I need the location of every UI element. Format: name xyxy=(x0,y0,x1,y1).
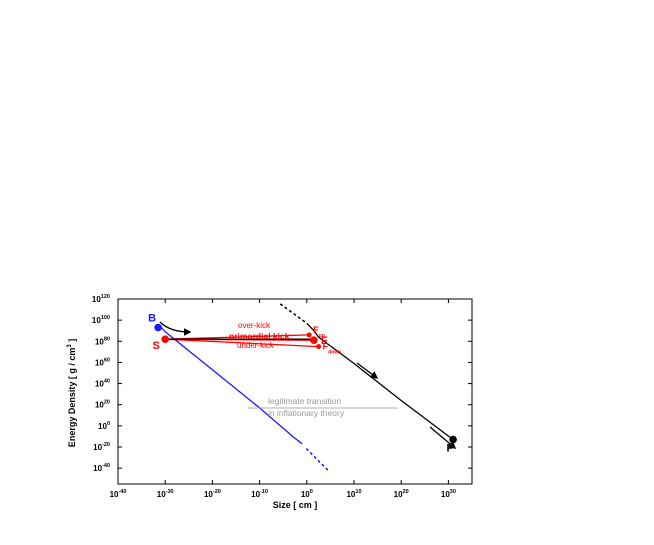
y-tick-label: 1060 xyxy=(95,357,110,367)
y-axis-title: Energy Density [ g / cm3 ] xyxy=(67,339,77,447)
y-tick-label: 10120 xyxy=(92,294,110,304)
x-tick-label: 10-40 xyxy=(110,489,127,499)
annotation-under-kick: under-kick xyxy=(237,341,275,350)
flow-arrows xyxy=(159,321,457,450)
x-tick-label: 100 xyxy=(301,489,313,499)
point-label-2: F xyxy=(321,335,328,347)
flow-arrow-mid xyxy=(356,362,379,379)
point-marker-5 xyxy=(449,435,457,444)
x-tick-label: 1020 xyxy=(394,489,409,499)
y-tick-label: 10-20 xyxy=(93,442,110,452)
point-label-1: S xyxy=(153,340,160,352)
y-tick-label: 1080 xyxy=(95,336,110,346)
series-layer xyxy=(160,303,454,472)
x-axis-title: Size [ cm ] xyxy=(273,500,318,510)
annotation-legitimate-transition: legitimate transition xyxy=(268,396,342,406)
point-marker-2 xyxy=(310,336,318,345)
series-line-0 xyxy=(160,327,303,445)
series-line-4 xyxy=(165,334,310,340)
annotation-layer: over-kick primordial kick under-kick leg… xyxy=(229,321,398,418)
y-axis-title-exponent: 3 xyxy=(67,344,73,348)
y-tick-label: 100 xyxy=(98,421,110,431)
series-line-1 xyxy=(306,448,329,472)
x-tick-label: 10-10 xyxy=(251,489,268,499)
y-axis-title-close: ] xyxy=(67,339,77,345)
y-tick-label: 10-40 xyxy=(93,463,110,473)
point-marker-1 xyxy=(161,335,169,343)
y-tick-label: 1040 xyxy=(95,379,110,389)
annotation-over-kick: over-kick xyxy=(238,321,271,330)
point-label-4: Fdown xyxy=(323,342,342,356)
y-tick-label: 10100 xyxy=(92,315,110,325)
x-tick-label: 10-20 xyxy=(204,489,221,499)
y-axis-title-main: Energy Density [ g / cm xyxy=(67,348,77,448)
annotation-primordial-kick: primordial kick xyxy=(229,331,290,341)
flow-arrow-to-p xyxy=(429,426,457,450)
flow-arrow-b-to-s xyxy=(159,321,192,336)
point-marker-4 xyxy=(316,344,322,350)
point-marker-3 xyxy=(306,332,312,338)
series-line-2 xyxy=(280,303,308,325)
series-line-6 xyxy=(165,338,319,348)
series-line-3 xyxy=(306,322,454,441)
axis-ticks: 10-40 10-30 10-20 10-10 100 1010 1020 1030 10-40… xyxy=(92,294,472,499)
plot-frame xyxy=(117,298,473,485)
annotation-inflationary-theory: in inflationary theory xyxy=(268,408,345,418)
x-tick-label: 1030 xyxy=(441,489,456,499)
x-tick-label: 10-30 xyxy=(157,489,174,499)
point-label-5: P xyxy=(446,443,453,455)
point-label-0: B xyxy=(148,313,156,325)
y-tick-label: 1020 xyxy=(95,400,110,410)
x-tick-label: 1010 xyxy=(346,489,361,499)
point-marker-0 xyxy=(154,323,162,332)
